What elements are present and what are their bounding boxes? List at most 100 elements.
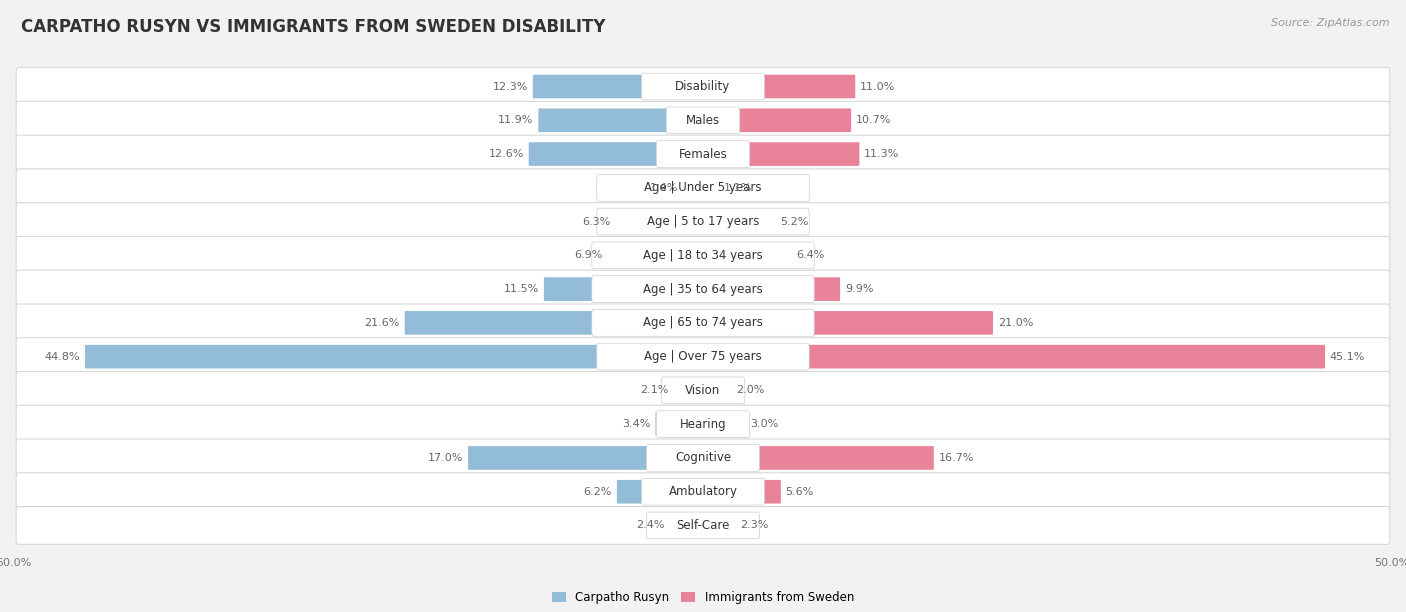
FancyBboxPatch shape <box>703 142 859 166</box>
FancyBboxPatch shape <box>657 411 749 438</box>
Text: Females: Females <box>679 147 727 160</box>
FancyBboxPatch shape <box>703 311 993 335</box>
Text: 11.0%: 11.0% <box>860 81 896 92</box>
Text: 11.5%: 11.5% <box>503 284 538 294</box>
Text: 12.3%: 12.3% <box>492 81 529 92</box>
Text: 44.8%: 44.8% <box>45 352 80 362</box>
FancyBboxPatch shape <box>592 310 814 336</box>
Text: 12.6%: 12.6% <box>488 149 524 159</box>
FancyBboxPatch shape <box>533 75 703 99</box>
Text: Vision: Vision <box>685 384 721 397</box>
Text: 6.3%: 6.3% <box>582 217 610 226</box>
Text: 17.0%: 17.0% <box>427 453 463 463</box>
FancyBboxPatch shape <box>15 507 1391 545</box>
FancyBboxPatch shape <box>607 244 703 267</box>
FancyBboxPatch shape <box>703 210 775 233</box>
FancyBboxPatch shape <box>15 203 1391 241</box>
FancyBboxPatch shape <box>596 174 810 201</box>
FancyBboxPatch shape <box>647 444 759 471</box>
FancyBboxPatch shape <box>84 345 703 368</box>
FancyBboxPatch shape <box>405 311 703 335</box>
Text: Age | 65 to 74 years: Age | 65 to 74 years <box>643 316 763 329</box>
FancyBboxPatch shape <box>15 405 1391 443</box>
Text: 45.1%: 45.1% <box>1330 352 1365 362</box>
FancyBboxPatch shape <box>592 276 814 302</box>
FancyBboxPatch shape <box>641 73 765 100</box>
Text: 1.4%: 1.4% <box>650 183 678 193</box>
FancyBboxPatch shape <box>703 412 745 436</box>
FancyBboxPatch shape <box>669 513 703 537</box>
Text: 10.7%: 10.7% <box>856 115 891 125</box>
Text: 11.3%: 11.3% <box>865 149 900 159</box>
FancyBboxPatch shape <box>703 244 792 267</box>
FancyBboxPatch shape <box>703 446 934 470</box>
FancyBboxPatch shape <box>641 479 765 505</box>
FancyBboxPatch shape <box>703 108 851 132</box>
FancyBboxPatch shape <box>703 480 780 504</box>
FancyBboxPatch shape <box>15 271 1391 308</box>
Text: 5.6%: 5.6% <box>786 487 814 497</box>
FancyBboxPatch shape <box>538 108 703 132</box>
Text: 21.0%: 21.0% <box>998 318 1033 328</box>
FancyBboxPatch shape <box>15 236 1391 274</box>
Text: 3.4%: 3.4% <box>623 419 651 429</box>
FancyBboxPatch shape <box>15 338 1391 376</box>
Text: Age | 18 to 34 years: Age | 18 to 34 years <box>643 249 763 262</box>
Text: 16.7%: 16.7% <box>939 453 974 463</box>
Text: 11.9%: 11.9% <box>498 115 533 125</box>
Text: 9.9%: 9.9% <box>845 284 873 294</box>
FancyBboxPatch shape <box>15 304 1391 341</box>
Text: Cognitive: Cognitive <box>675 452 731 465</box>
FancyBboxPatch shape <box>703 277 841 301</box>
FancyBboxPatch shape <box>703 379 731 402</box>
FancyBboxPatch shape <box>15 473 1391 510</box>
FancyBboxPatch shape <box>596 208 810 235</box>
Text: 2.4%: 2.4% <box>636 520 665 531</box>
Text: 2.1%: 2.1% <box>640 386 669 395</box>
FancyBboxPatch shape <box>703 513 735 537</box>
FancyBboxPatch shape <box>592 242 814 269</box>
FancyBboxPatch shape <box>15 67 1391 105</box>
Legend: Carpatho Rusyn, Immigrants from Sweden: Carpatho Rusyn, Immigrants from Sweden <box>547 586 859 608</box>
FancyBboxPatch shape <box>529 142 703 166</box>
FancyBboxPatch shape <box>15 439 1391 477</box>
Text: 5.2%: 5.2% <box>780 217 808 226</box>
FancyBboxPatch shape <box>596 343 810 370</box>
Text: 3.0%: 3.0% <box>749 419 778 429</box>
FancyBboxPatch shape <box>15 371 1391 409</box>
FancyBboxPatch shape <box>468 446 703 470</box>
Text: Ambulatory: Ambulatory <box>668 485 738 498</box>
FancyBboxPatch shape <box>683 176 703 200</box>
FancyBboxPatch shape <box>657 141 749 168</box>
FancyBboxPatch shape <box>616 210 703 233</box>
Text: Hearing: Hearing <box>679 417 727 431</box>
Text: 6.9%: 6.9% <box>574 250 602 260</box>
FancyBboxPatch shape <box>617 480 703 504</box>
FancyBboxPatch shape <box>544 277 703 301</box>
Text: Age | Over 75 years: Age | Over 75 years <box>644 350 762 363</box>
FancyBboxPatch shape <box>15 102 1391 139</box>
FancyBboxPatch shape <box>655 412 703 436</box>
Text: 2.3%: 2.3% <box>740 520 769 531</box>
FancyBboxPatch shape <box>703 345 1324 368</box>
Text: 6.4%: 6.4% <box>797 250 825 260</box>
Text: Age | 35 to 64 years: Age | 35 to 64 years <box>643 283 763 296</box>
FancyBboxPatch shape <box>703 75 855 99</box>
FancyBboxPatch shape <box>15 135 1391 173</box>
FancyBboxPatch shape <box>15 169 1391 207</box>
Text: CARPATHO RUSYN VS IMMIGRANTS FROM SWEDEN DISABILITY: CARPATHO RUSYN VS IMMIGRANTS FROM SWEDEN… <box>21 18 606 36</box>
FancyBboxPatch shape <box>661 377 745 404</box>
Text: 2.0%: 2.0% <box>737 386 765 395</box>
Text: Source: ZipAtlas.com: Source: ZipAtlas.com <box>1271 18 1389 28</box>
Text: 21.6%: 21.6% <box>364 318 399 328</box>
Text: 6.2%: 6.2% <box>583 487 612 497</box>
FancyBboxPatch shape <box>703 176 718 200</box>
FancyBboxPatch shape <box>673 379 703 402</box>
FancyBboxPatch shape <box>666 107 740 133</box>
Text: Age | 5 to 17 years: Age | 5 to 17 years <box>647 215 759 228</box>
FancyBboxPatch shape <box>647 512 759 539</box>
Text: 1.1%: 1.1% <box>724 183 752 193</box>
Text: Age | Under 5 years: Age | Under 5 years <box>644 181 762 195</box>
Text: Males: Males <box>686 114 720 127</box>
Text: Self-Care: Self-Care <box>676 519 730 532</box>
